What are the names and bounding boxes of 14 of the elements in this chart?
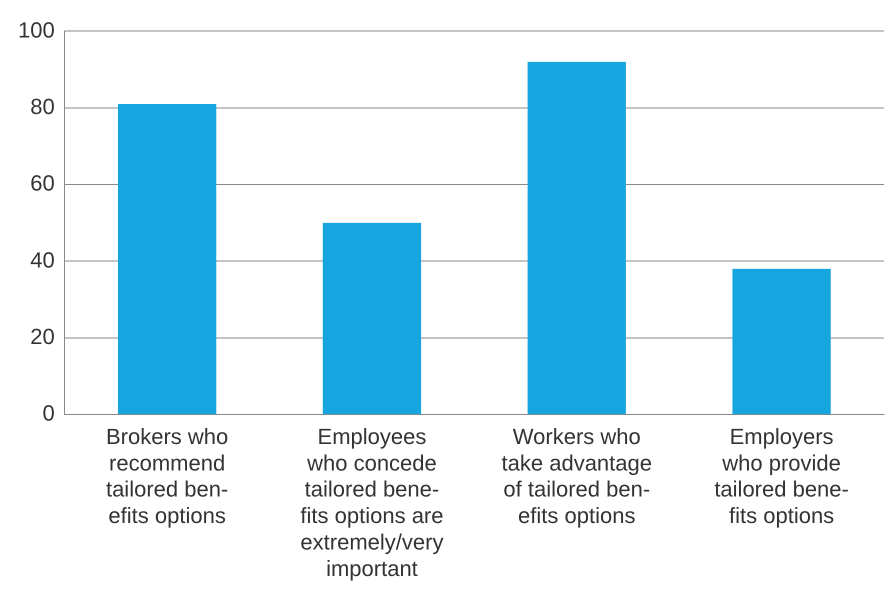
bar bbox=[528, 62, 626, 414]
bar bbox=[118, 104, 216, 414]
y-tick-label: 40 bbox=[30, 247, 55, 272]
x-tick-label: Employees who concede tailored bene- fits options are extremely/very important bbox=[300, 424, 444, 581]
x-tick-label: Workers who take advantage of tailored ben- efits options bbox=[502, 424, 652, 528]
y-tick-label: 60 bbox=[30, 170, 55, 196]
y-tick-label: 20 bbox=[30, 324, 55, 349]
y-tick-label: 80 bbox=[30, 94, 55, 119]
x-tick-label: Employers who provide tailored bene- fits options bbox=[714, 424, 849, 528]
y-tick-label: 100 bbox=[18, 17, 55, 42]
x-tick-label: Brokers who recommend tailored ben- efits options bbox=[106, 424, 228, 528]
bar bbox=[732, 268, 831, 414]
y-tick-label: 0 bbox=[42, 400, 55, 426]
bar bbox=[322, 222, 422, 414]
